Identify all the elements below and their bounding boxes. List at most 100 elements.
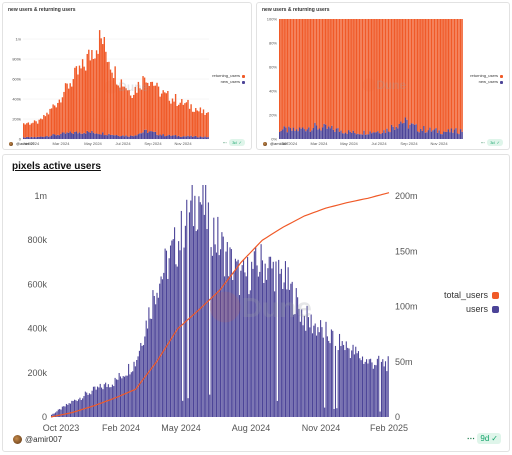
legend-item-returning-users[interactable]: returning_users	[470, 73, 503, 79]
bar-users	[55, 412, 57, 417]
bar-users	[84, 391, 86, 417]
bar-returning-users	[114, 66, 116, 136]
legend-item-total-users[interactable]: total_users	[444, 288, 499, 302]
author[interactable]: @amir007	[263, 141, 289, 146]
bar-returning-users	[122, 86, 124, 136]
bar-returning-users	[295, 19, 298, 130]
more-icon[interactable]: ⋯	[222, 140, 228, 145]
bar-new-users	[92, 132, 95, 139]
bar-new-users	[116, 135, 118, 139]
y-tick-label: 80%	[269, 41, 277, 46]
legend-item-new-users[interactable]: new_users	[212, 79, 245, 85]
bar-returning-users	[170, 103, 172, 136]
bar-new-users	[286, 132, 288, 139]
bar-users	[376, 358, 378, 417]
bar-users	[149, 318, 151, 417]
bar-returning-users	[429, 19, 431, 128]
author[interactable]: @amir007	[13, 435, 62, 444]
bar-returning-users	[191, 111, 194, 137]
bar-new-users	[334, 131, 336, 139]
bar-returning-users	[387, 19, 390, 132]
bar-returning-users	[102, 44, 104, 133]
bar-returning-users	[380, 19, 382, 135]
bar-returning-users	[106, 62, 109, 136]
bar-users	[287, 267, 289, 417]
bar-returning-users	[52, 104, 54, 135]
bar-new-users	[371, 133, 373, 139]
more-icon[interactable]: ⋯	[466, 434, 476, 443]
bar-new-users	[120, 136, 123, 139]
bar-returning-users	[404, 19, 407, 118]
author[interactable]: @amir007	[9, 141, 35, 146]
bar-returning-users	[116, 84, 118, 136]
refresh-age[interactable]: ⋯ 3d ✓	[223, 139, 245, 146]
bar-users	[311, 333, 314, 417]
bar-returning-users	[126, 90, 129, 137]
bar-returning-users	[335, 19, 338, 129]
bar-returning-users	[337, 19, 339, 129]
bar-new-users	[398, 123, 400, 139]
bar-returning-users	[139, 88, 141, 134]
bar-users	[214, 244, 216, 417]
bar-returning-users	[67, 88, 70, 133]
bar-new-users	[136, 135, 138, 139]
bar-users	[157, 297, 159, 417]
bar-users	[60, 409, 62, 417]
bar-users	[336, 408, 338, 417]
bar-returning-users	[289, 19, 292, 129]
bar-returning-users	[133, 94, 135, 137]
bar-new-users	[123, 136, 126, 139]
more-icon[interactable]: ⋯	[480, 140, 486, 145]
bar-new-users	[159, 134, 161, 139]
bar-returning-users	[361, 19, 364, 135]
bar-returning-users	[202, 109, 205, 138]
bar-returning-users	[413, 19, 416, 125]
bar-new-users	[420, 128, 422, 139]
bar-new-users	[369, 131, 371, 139]
bar-new-users	[83, 132, 85, 139]
bar-new-users	[292, 127, 295, 139]
refresh-age[interactable]: ⋯ 9d ✓	[467, 433, 501, 444]
bar-new-users	[455, 128, 457, 139]
bar-returning-users	[328, 19, 330, 127]
legend-item-returning-users[interactable]: returning_users	[212, 73, 245, 79]
bar-users	[337, 350, 339, 417]
bar-new-users	[354, 132, 356, 139]
bar-users	[115, 379, 117, 417]
bar-returning-users	[341, 19, 344, 134]
bar-new-users	[176, 136, 178, 139]
bar-users	[187, 398, 189, 417]
panel-title[interactable]: pixels active users	[12, 161, 101, 172]
bar-users	[65, 403, 67, 417]
bar-new-users	[88, 132, 90, 139]
bar-new-users	[424, 132, 426, 139]
bar-users	[352, 344, 354, 417]
bar-new-users	[357, 133, 359, 139]
bar-returning-users	[60, 102, 62, 134]
bar-new-users	[326, 128, 328, 139]
bar-new-users	[207, 137, 209, 139]
legend-item-new-users[interactable]: new_users	[470, 79, 503, 85]
x-tick-label: Aug 2024	[232, 423, 271, 433]
bar-new-users	[40, 136, 42, 139]
bar-users	[218, 255, 220, 417]
bar-users	[245, 276, 247, 417]
bar-new-users	[375, 132, 377, 139]
bar-returning-users	[302, 19, 304, 128]
bar-users	[156, 292, 158, 417]
bar-users	[302, 325, 304, 417]
bar-new-users	[329, 128, 331, 139]
bar-users	[244, 272, 246, 417]
bar-users	[303, 315, 305, 417]
bar-users	[92, 386, 95, 417]
bar-new-users	[283, 126, 285, 139]
bar-new-users	[323, 123, 325, 139]
bar-returning-users	[188, 108, 191, 137]
bar-returning-users	[447, 19, 449, 130]
bar-returning-users	[168, 100, 171, 135]
bar-new-users	[201, 137, 203, 139]
bar-users	[221, 232, 223, 417]
bar-users	[110, 387, 112, 417]
refresh-age[interactable]: ⋯ 3d ✓	[481, 139, 503, 146]
legend-item-users[interactable]: users	[444, 302, 499, 316]
